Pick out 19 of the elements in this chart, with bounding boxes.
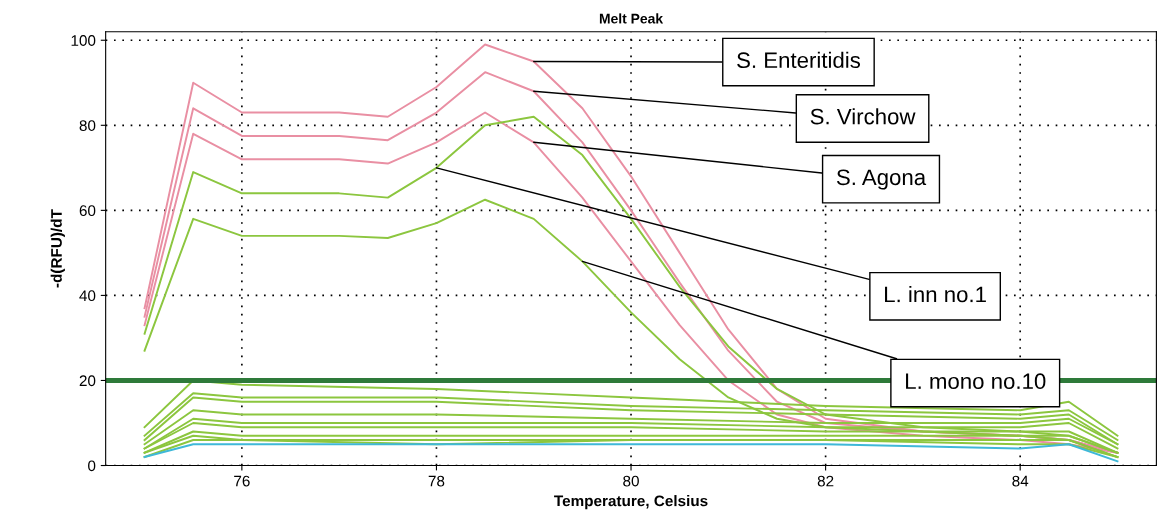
annotation: L. mono no.10 bbox=[906, 373, 1046, 390]
y-tick-label: 0 bbox=[88, 460, 96, 472]
annotation: S. Agona bbox=[836, 169, 927, 190]
y-axis-title: -d(RFU)/dT bbox=[50, 209, 65, 288]
x-axis-title: Temperature, Celsius bbox=[554, 495, 708, 510]
x-tick-label: 84 bbox=[1012, 475, 1029, 487]
chart-title: Melt Peak bbox=[599, 13, 664, 24]
annotation: S. Enteritidis bbox=[737, 51, 861, 69]
annotation: S. Virchow bbox=[810, 108, 916, 125]
x-tick-label: 80 bbox=[623, 475, 639, 487]
x-tick-label: 78 bbox=[428, 475, 445, 487]
y-tick-label: 40 bbox=[79, 290, 96, 302]
annotation: L. inn no.1 bbox=[885, 285, 986, 303]
x-tick-label: 82 bbox=[817, 475, 834, 487]
y-tick-label: 100 bbox=[71, 35, 96, 46]
y-tick-label: 80 bbox=[79, 120, 96, 131]
y-tick-label: 20 bbox=[79, 375, 96, 387]
x-tick-label: 76 bbox=[234, 475, 250, 487]
y-tick-label: 60 bbox=[79, 205, 96, 217]
